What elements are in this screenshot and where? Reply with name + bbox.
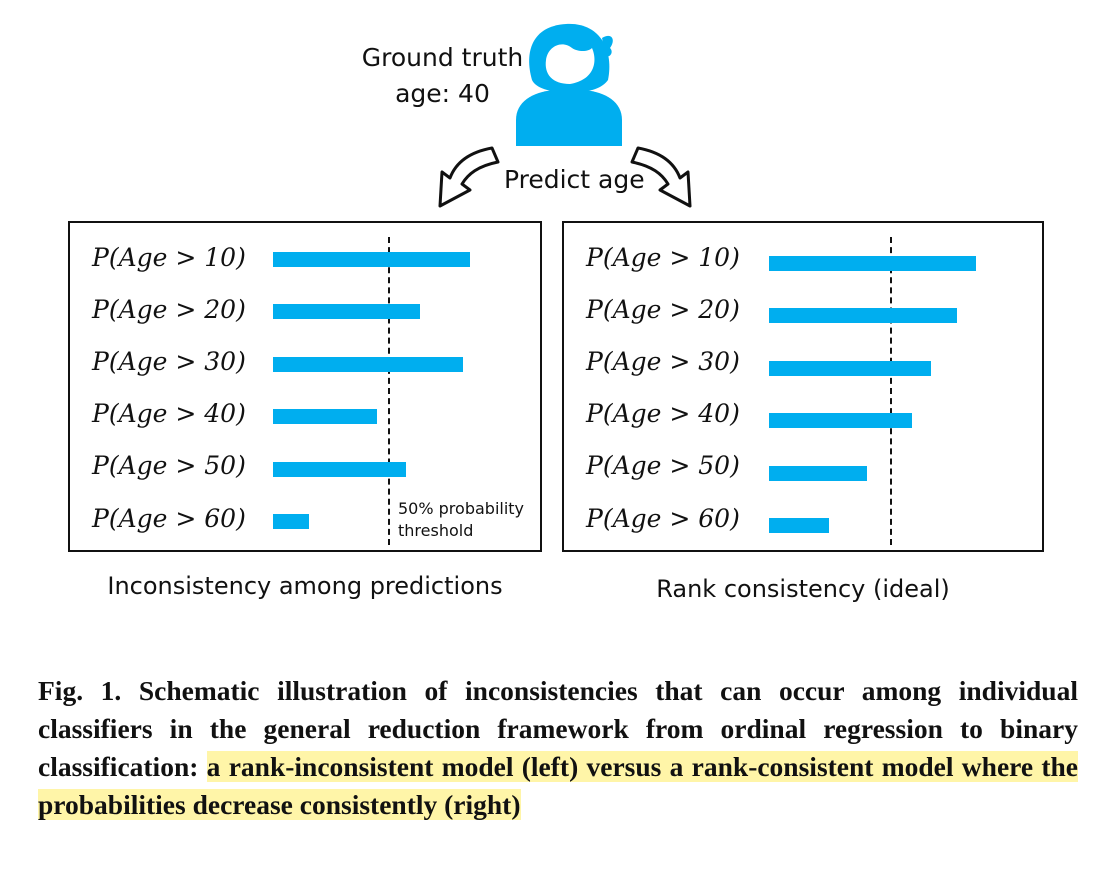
figure-caption-text: Fig. 1. Schematic illustration of incons…: [38, 675, 1078, 782]
bar: [273, 252, 470, 267]
left-panel-caption: Inconsistency among predictions: [107, 572, 503, 600]
figure-caption: Fig. 1. Schematic illustration of incons…: [38, 672, 1078, 824]
row-label: P(Age > 60): [586, 504, 740, 533]
bar: [769, 308, 957, 324]
row-label: P(Age > 40): [586, 399, 740, 428]
ground-truth-title: Ground truth: [361, 43, 524, 72]
row-label: P(Age > 20): [586, 295, 740, 324]
bar: [273, 461, 406, 477]
bar: [769, 518, 829, 533]
row-label: P(Age > 50): [586, 451, 740, 480]
threshold-note-line2: threshold: [398, 521, 474, 540]
row-label: P(Age > 50): [92, 451, 246, 480]
row-label: P(Age > 10): [92, 243, 246, 272]
person-icon: [516, 23, 622, 146]
bar: [273, 514, 309, 529]
bar: [769, 413, 912, 429]
threshold-note-line1: 50% probability: [398, 499, 525, 518]
curved-arrow-down-right-icon: [630, 146, 692, 208]
bar: [769, 465, 867, 481]
threshold-line: [388, 237, 390, 545]
threshold-note: 50% probability threshold: [398, 498, 524, 542]
bar: [769, 360, 931, 376]
row-label: P(Age > 20): [92, 295, 246, 324]
right-panel: P(Age > 10) P(Age > 20) P(Age > 30) P(Ag…: [562, 221, 1044, 552]
right-panel-caption: Rank consistency (ideal): [656, 575, 950, 603]
arrows: [438, 146, 692, 208]
ground-truth-age: age: 40: [395, 79, 490, 108]
left-panel: 50% probability threshold P(Age > 10) P(…: [68, 221, 542, 552]
threshold-line: [890, 237, 892, 545]
bar: [273, 304, 420, 320]
predict-age-label: Predict age: [504, 165, 645, 194]
row-label: P(Age > 30): [92, 347, 246, 376]
bar: [769, 256, 976, 271]
bar: [273, 356, 463, 372]
curved-arrow-down-left-icon: [438, 146, 500, 208]
row-label: P(Age > 60): [92, 504, 246, 533]
ground-truth-label: Ground truth age: 40: [340, 40, 545, 112]
bar: [273, 409, 377, 425]
row-label: P(Age > 10): [586, 243, 740, 272]
row-label: P(Age > 40): [92, 399, 246, 428]
row-label: P(Age > 30): [586, 347, 740, 376]
